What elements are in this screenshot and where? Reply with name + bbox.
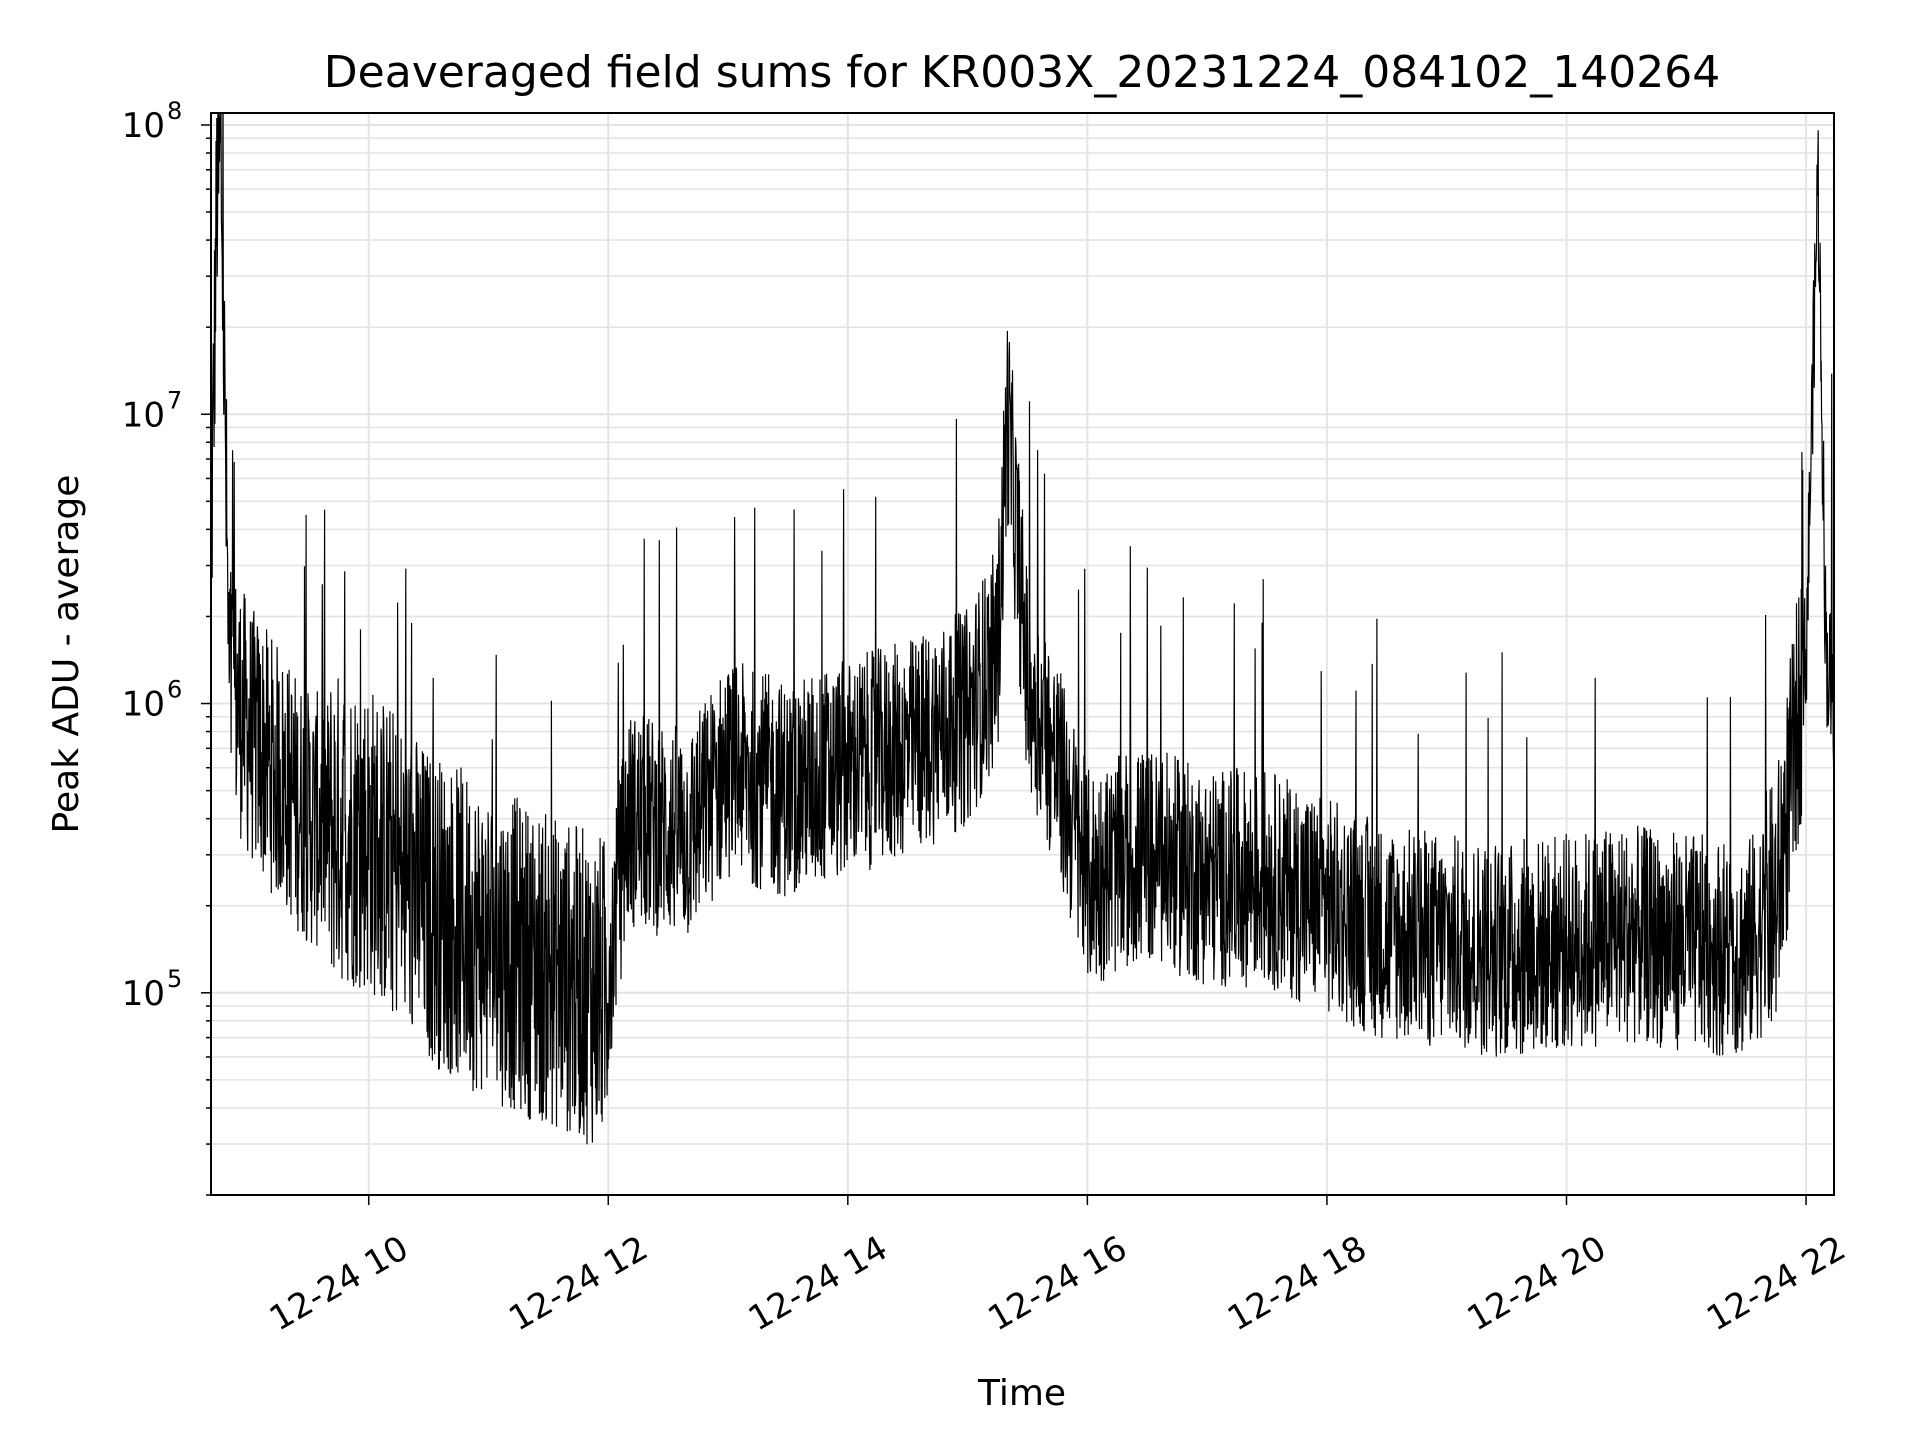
chart-title: Deaveraged field sums for KR003X_2023122… bbox=[324, 47, 1720, 98]
plot-area bbox=[211, 113, 1834, 1145]
series-line bbox=[211, 113, 1834, 1145]
y-tick-label: 10 bbox=[122, 395, 165, 435]
y-tick-exponent: 5 bbox=[167, 965, 182, 993]
y-tick-exponent: 7 bbox=[167, 386, 182, 414]
y-tick-label: 10 bbox=[122, 106, 165, 146]
y-axis-minor-ticks bbox=[206, 137, 211, 1196]
y-tick-exponent: 6 bbox=[167, 676, 182, 704]
y-tick-exponent: 8 bbox=[167, 97, 182, 125]
plot-frame bbox=[210, 112, 1835, 1196]
y-tick-label: 10 bbox=[122, 974, 165, 1014]
x-axis-label: Time bbox=[977, 1373, 1066, 1414]
y-axis-label: Peak ADU - average bbox=[46, 475, 87, 834]
y-tick-label: 10 bbox=[122, 685, 165, 725]
